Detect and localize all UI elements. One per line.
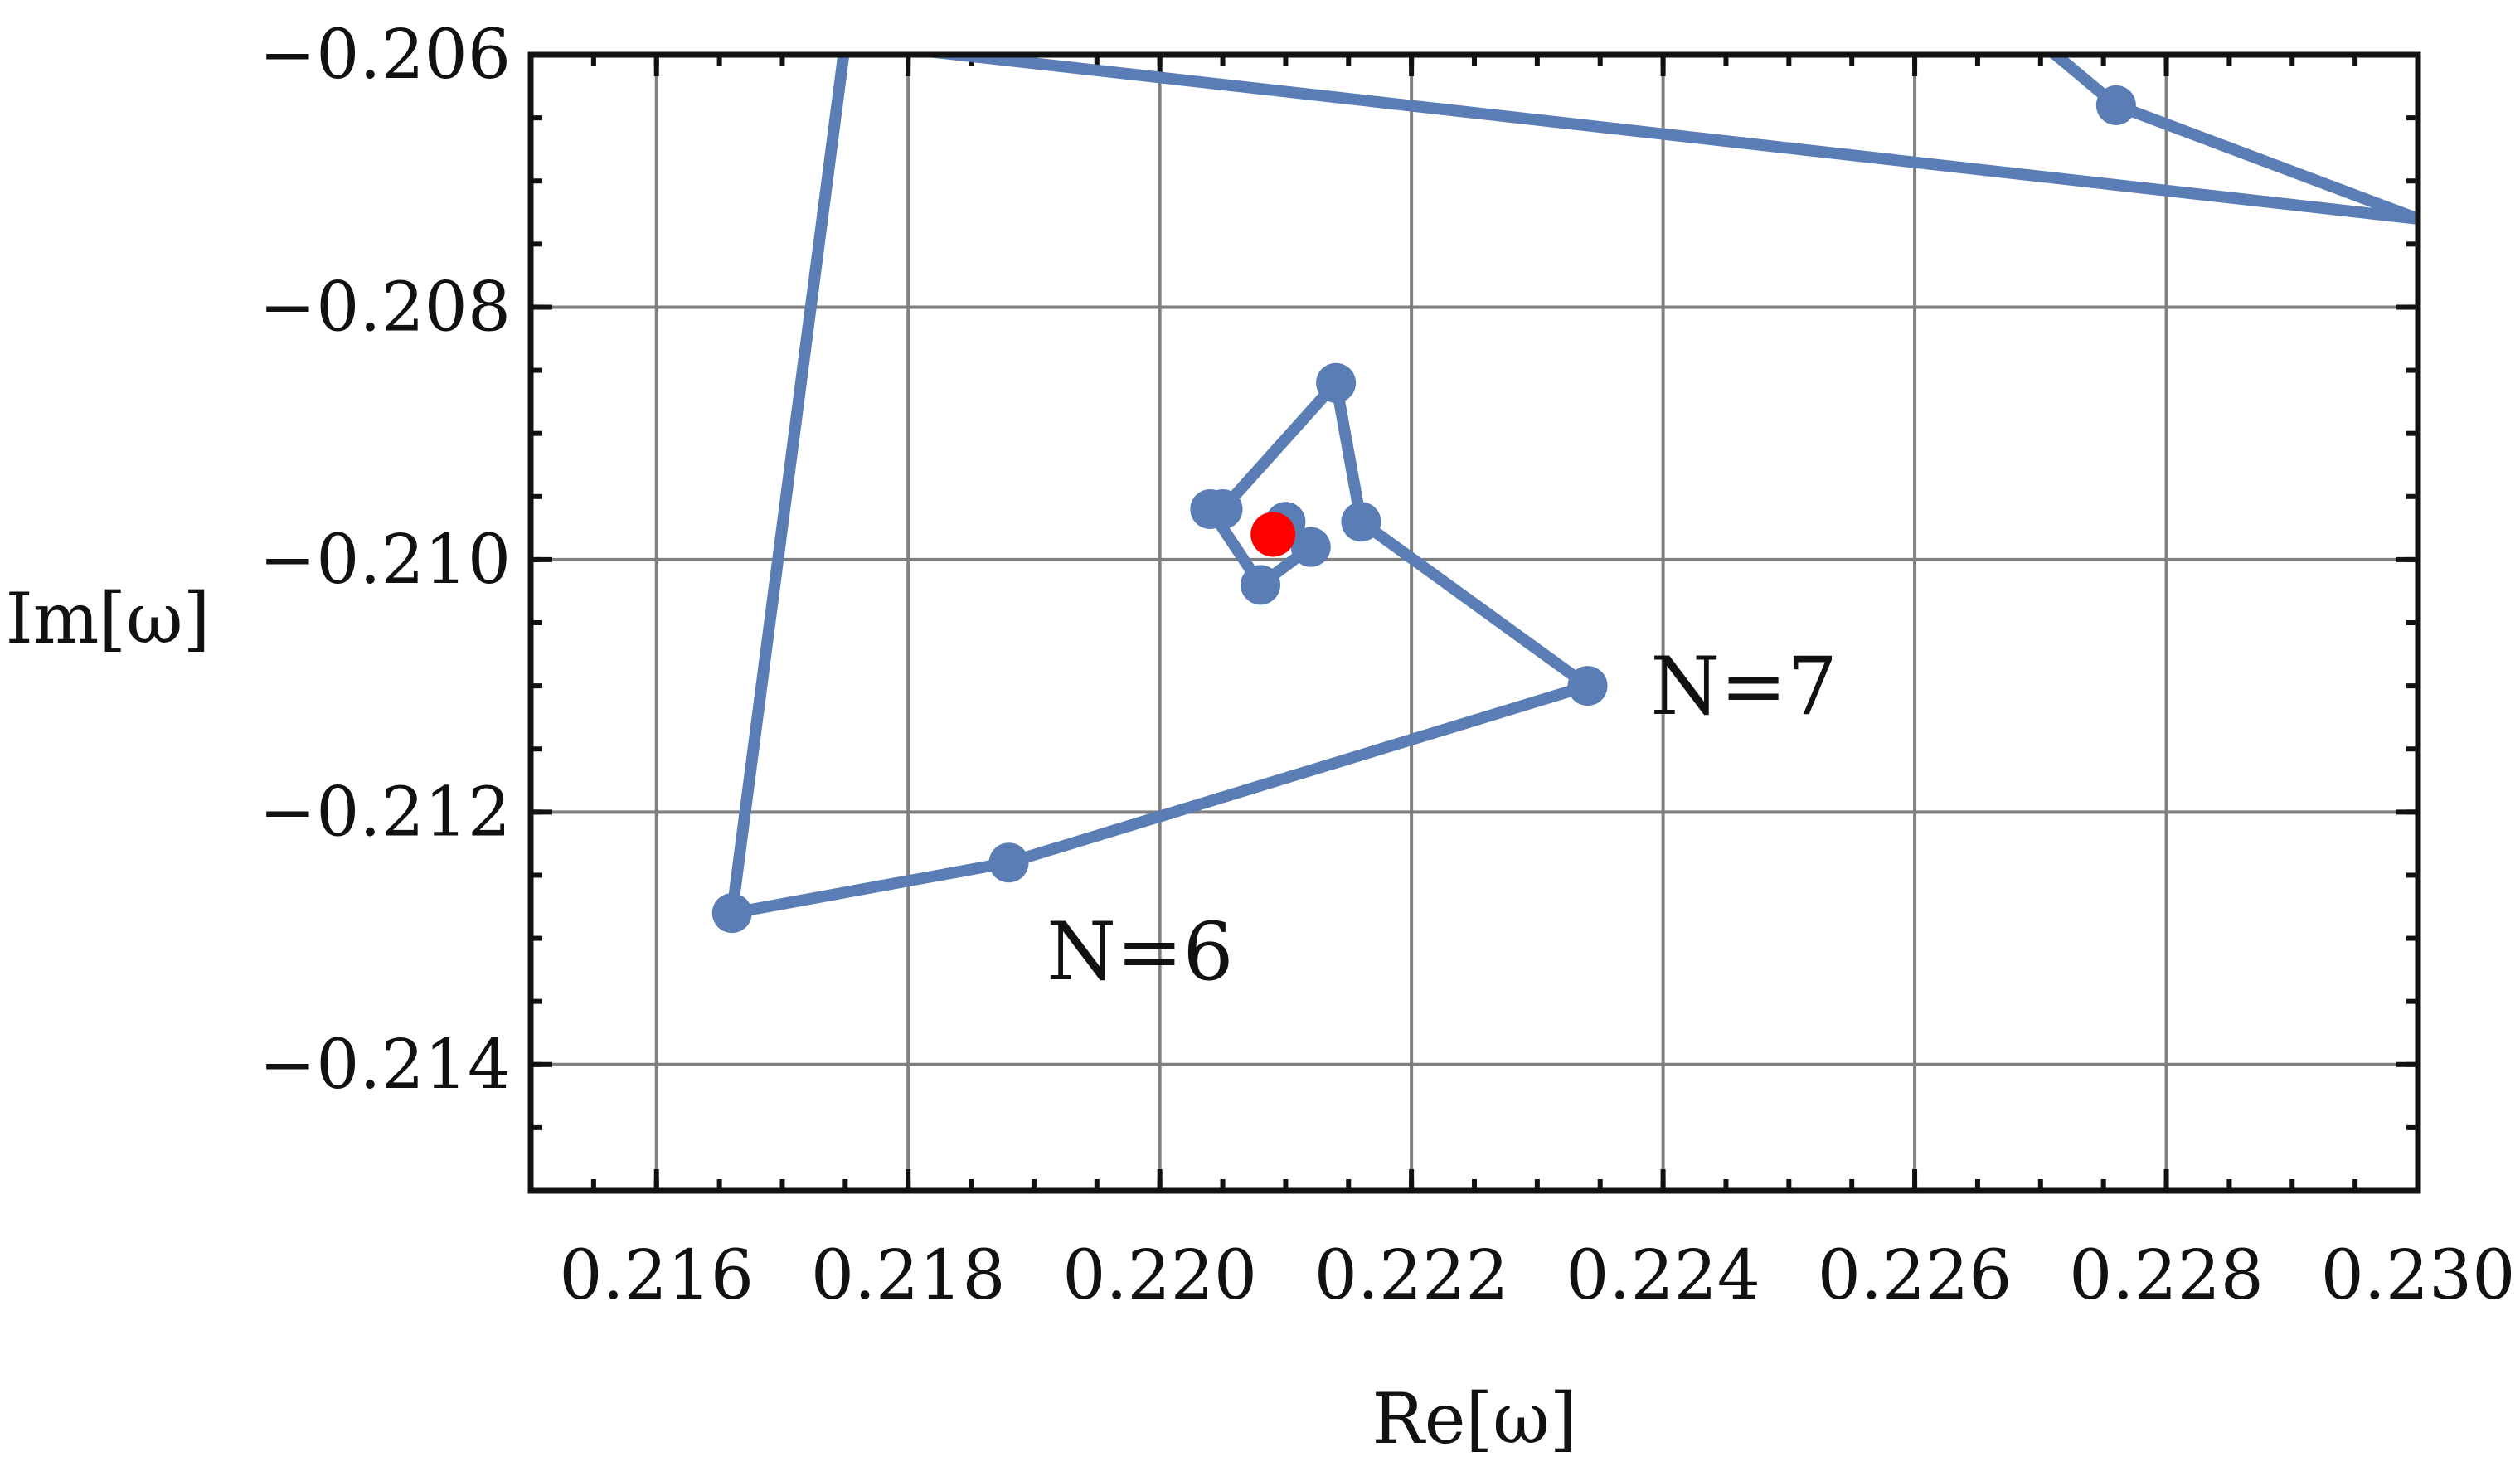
x-axis-label: Re[ω] [1372, 1378, 1577, 1459]
x-tick-label: 0.228 [2069, 1236, 2264, 1315]
data-point [988, 842, 1029, 883]
data-point [2095, 85, 2136, 125]
x-tick-label: 0.218 [811, 1236, 1006, 1315]
data-point [1567, 666, 1608, 706]
y-tick-label: −0.214 [260, 1026, 511, 1105]
grid [531, 53, 2420, 1191]
annotation-label: N=7 [1650, 640, 1838, 733]
y-tick-label: −0.210 [260, 521, 511, 600]
y-axis-label: Im[ω] [6, 578, 211, 659]
y-tick-labels: −0.206 −0.208 −0.210 −0.212 −0.214 [260, 16, 511, 1105]
y-tick-label: −0.206 [260, 16, 511, 95]
data-point [711, 893, 752, 934]
data-point [1241, 565, 1281, 605]
x-tick-label: 0.222 [1314, 1236, 1509, 1315]
annotations: N=7 N=6 [1046, 640, 1838, 998]
x-tick-label: 0.226 [1818, 1236, 2013, 1315]
x-tick-label: 0.216 [559, 1236, 754, 1315]
series-group [711, 55, 2418, 934]
data-point [1341, 502, 1381, 542]
axis-ticks [528, 52, 2420, 1193]
x-tick-label: 0.220 [1062, 1236, 1257, 1315]
data-point [1316, 362, 1357, 403]
plot-area [711, 55, 2418, 934]
series-line [726, 55, 2418, 920]
plot-frame [527, 51, 2421, 1194]
y-tick-label: −0.208 [260, 268, 511, 347]
data-point [1190, 489, 1231, 529]
annotation-label: N=6 [1046, 906, 1234, 998]
y-tick-label: −0.212 [260, 773, 511, 852]
highlight-point [1250, 512, 1296, 557]
highlight-group [1250, 512, 1296, 557]
data-point [1290, 527, 1331, 567]
x-tick-label: 0.230 [2321, 1236, 2516, 1315]
x-tick-labels: 0.216 0.218 0.220 0.222 0.224 0.226 0.228 0.230 [559, 1236, 2515, 1315]
x-tick-label: 0.224 [1566, 1236, 1760, 1315]
